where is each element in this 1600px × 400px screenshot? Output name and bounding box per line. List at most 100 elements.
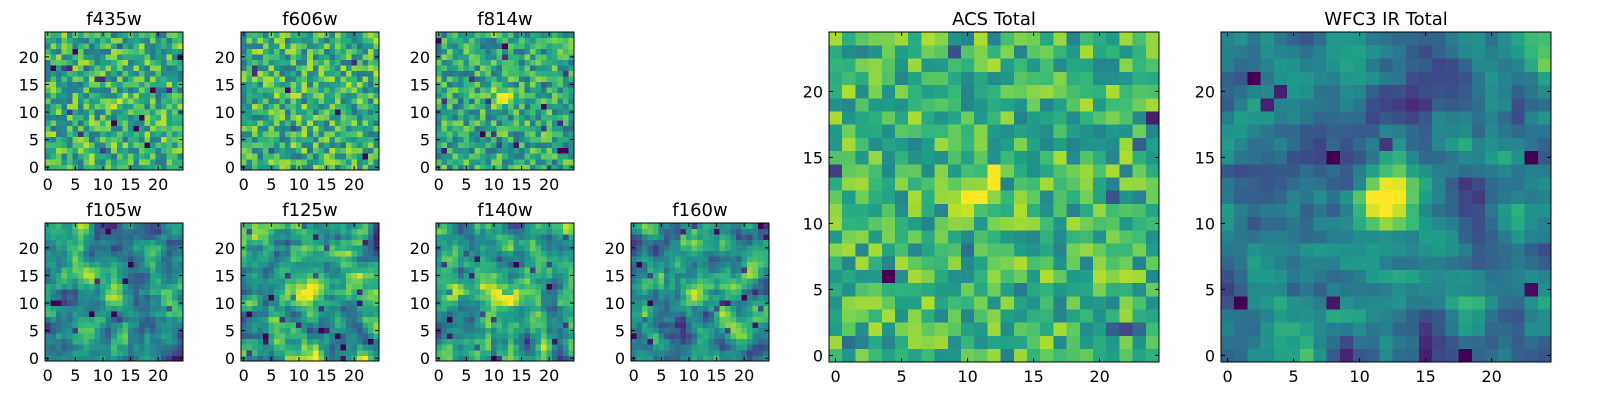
- heatmap-cell: [557, 114, 564, 121]
- heatmap-cell: [485, 300, 492, 307]
- heatmap-cell: [340, 158, 347, 165]
- heatmap-cell: [323, 54, 330, 60]
- heatmap-cell: [458, 158, 464, 165]
- heatmap-cell: [842, 348, 856, 363]
- heatmap-cell: [56, 59, 62, 66]
- heatmap-cell: [268, 349, 275, 356]
- heatmap-cell: [540, 32, 547, 38]
- heatmap-cell: [502, 98, 509, 105]
- heatmap-cell: [50, 103, 57, 110]
- heatmap-cell: [56, 98, 62, 105]
- heatmap-cell: [636, 305, 643, 312]
- heatmap-cell: [669, 234, 676, 240]
- heatmap-cell: [312, 136, 319, 143]
- heatmap-cell: [480, 349, 486, 356]
- heatmap-cell: [921, 203, 935, 218]
- heatmap-cell: [367, 92, 374, 99]
- heatmap-cell: [241, 43, 247, 49]
- heatmap-cell: [116, 272, 123, 279]
- heatmap-cell: [680, 261, 687, 268]
- heatmap-cell: [1079, 348, 1094, 363]
- x-tick-label: 15: [706, 366, 726, 385]
- heatmap-cell: [480, 239, 486, 246]
- heatmap-cell: [934, 322, 949, 336]
- heatmap-cell: [285, 54, 291, 60]
- heatmap-cell: [89, 136, 95, 143]
- heatmap-cell: [469, 81, 475, 88]
- heatmap-cell: [329, 250, 336, 257]
- heatmap-cell: [329, 289, 336, 296]
- heatmap-cell: [908, 243, 922, 257]
- y-tick-label: 20: [215, 48, 235, 67]
- heatmap-cell: [94, 234, 101, 240]
- heatmap-cell: [89, 81, 95, 88]
- heatmap-cell: [301, 43, 308, 49]
- heatmap-cell: [318, 125, 325, 132]
- heatmap-cell: [557, 136, 564, 143]
- heatmap-cell: [89, 239, 95, 246]
- heatmap-cell: [329, 278, 336, 285]
- heatmap-cell: [452, 223, 459, 229]
- heatmap-cell: [546, 103, 553, 110]
- heatmap-cell: [507, 234, 514, 240]
- heatmap-cell: [513, 147, 520, 154]
- heatmap-cell: [474, 349, 481, 356]
- heatmap-cell: [78, 43, 84, 49]
- heatmap-cell: [546, 239, 553, 246]
- heatmap-cell: [122, 65, 129, 71]
- heatmap-cell: [708, 283, 715, 290]
- heatmap-cell: [257, 294, 264, 301]
- heatmap-cell: [367, 316, 374, 323]
- heatmap-cell: [160, 120, 167, 127]
- heatmap-cell: [133, 327, 140, 334]
- heatmap-cell: [562, 164, 569, 171]
- heatmap-cell: [719, 311, 726, 318]
- heatmap-cell: [1053, 348, 1067, 363]
- heatmap-cell: [285, 87, 291, 94]
- heatmap-cell: [318, 338, 325, 345]
- heatmap-cell: [133, 120, 140, 127]
- heatmap-cell: [557, 322, 564, 329]
- heatmap-cell: [691, 261, 698, 268]
- heatmap-cell: [171, 272, 178, 279]
- heatmap-cell: [122, 349, 129, 356]
- y-tick-label: 15: [605, 266, 625, 285]
- heatmap-cell: [713, 338, 720, 345]
- heatmap-cell: [100, 305, 107, 312]
- heatmap-cell: [241, 322, 247, 329]
- heatmap-cell: [436, 65, 442, 71]
- heatmap-cell: [691, 289, 698, 296]
- heatmap-cell: [274, 120, 280, 127]
- heatmap-cell: [540, 125, 547, 132]
- heatmap-cell: [111, 32, 118, 38]
- heatmap-cell: [122, 239, 129, 246]
- heatmap-cell: [447, 76, 453, 82]
- heatmap-cell: [83, 294, 90, 301]
- heatmap-cell: [719, 305, 726, 312]
- heatmap-cell: [540, 355, 547, 362]
- x-tick-label: 0: [239, 366, 249, 385]
- heatmap-cell: [312, 109, 319, 116]
- heatmap-cell: [502, 349, 509, 356]
- heatmap-cell: [274, 103, 280, 110]
- heatmap-cell: [546, 120, 553, 127]
- heatmap-cell: [546, 98, 553, 105]
- heatmap-cell: [241, 311, 247, 318]
- heatmap-cell: [127, 43, 134, 49]
- heatmap-cell: [149, 120, 156, 127]
- heatmap-cell: [452, 322, 459, 329]
- heatmap-cell: [496, 223, 503, 229]
- heatmap-cell: [463, 267, 470, 273]
- heatmap-cell: [675, 344, 681, 351]
- heatmap-cell: [491, 70, 498, 77]
- heatmap-cell: [122, 32, 129, 38]
- heatmap-cell: [160, 267, 167, 273]
- heatmap-cell: [447, 305, 453, 312]
- heatmap-cell: [691, 338, 698, 345]
- heatmap-cell: [166, 54, 173, 60]
- heatmap-cell: [447, 109, 453, 116]
- heatmap-cell: [513, 228, 520, 235]
- heatmap-cell: [441, 338, 448, 345]
- heatmap-cell: [268, 267, 275, 273]
- heatmap-cell: [636, 355, 643, 362]
